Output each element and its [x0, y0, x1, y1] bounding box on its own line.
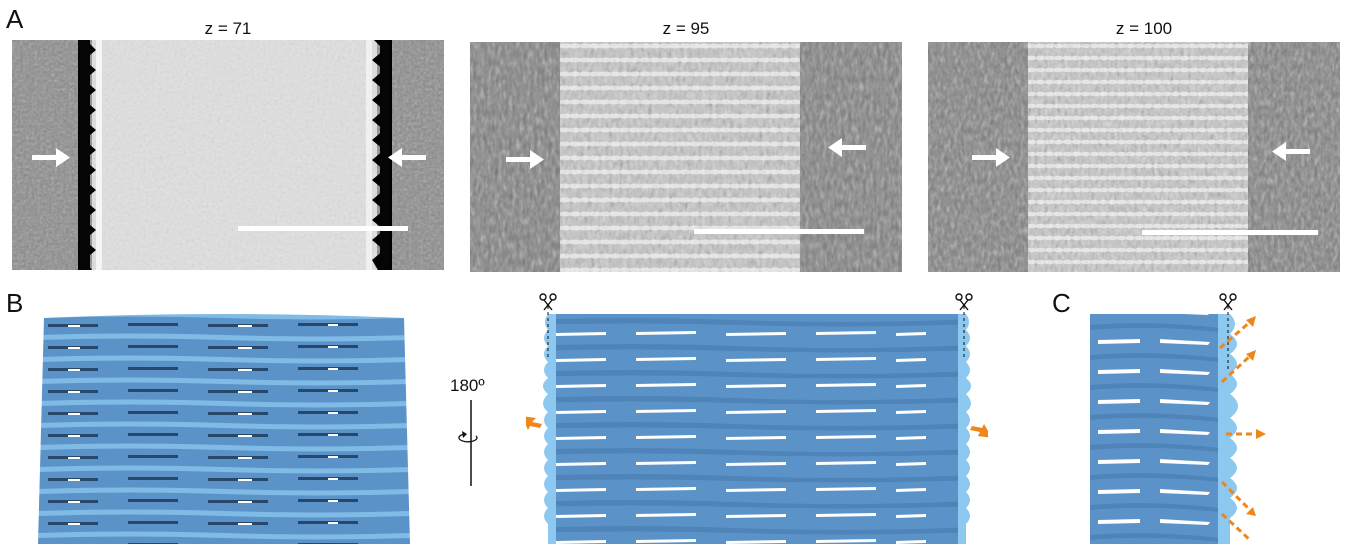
panel-label-c: C: [1052, 288, 1071, 318]
tomogram-slice-z95: [470, 42, 902, 272]
scissors-icon: [1219, 293, 1237, 311]
rotate-icon: [452, 398, 482, 488]
white-arrow-right: [388, 148, 426, 167]
scale-bar: [238, 226, 408, 231]
slice-title-3: z = 100: [1115, 19, 1173, 38]
slice-title-2: z = 95: [662, 19, 710, 38]
white-arrow-left: [32, 148, 70, 167]
tomogram-slice-z71: [12, 40, 444, 270]
orange-arrow-right: [970, 424, 992, 438]
orange-arrow-left: [522, 416, 542, 430]
surface-render-back-cut: [522, 290, 992, 544]
rotation-label: 180º: [450, 376, 485, 395]
panel-label-a: A: [6, 4, 24, 34]
surface-render-zoom: [1090, 290, 1280, 544]
scissors-icon: [539, 293, 557, 311]
orange-dashed-arrows: [1219, 320, 1256, 542]
tomogram-slice-z100: [928, 42, 1340, 272]
scissors-icon: [955, 293, 973, 311]
panel-label-b: B: [6, 288, 24, 318]
slice-title-1: z = 71: [204, 19, 252, 38]
surface-render-front: [38, 310, 410, 544]
